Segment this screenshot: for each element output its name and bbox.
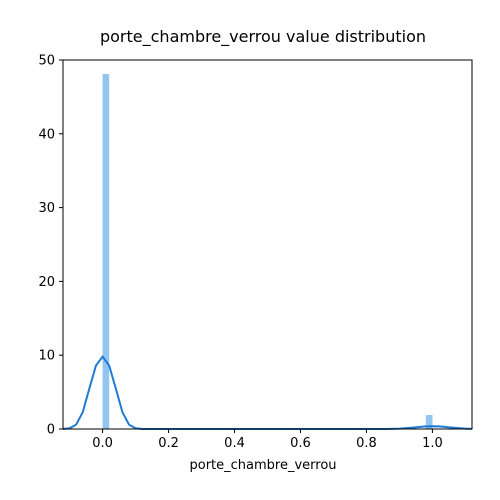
y-tick-label: 40 [38,127,55,142]
x-tick-label: 0.6 [290,436,311,451]
x-tick-label: 1.0 [422,436,443,451]
x-tick-label: 0.2 [158,436,179,451]
x-tick-label: 0.4 [224,436,245,451]
kde-line [63,357,472,429]
y-tick-label: 50 [38,54,55,69]
y-tick-label: 0 [47,423,55,438]
x-tick-label: 0.0 [92,436,113,451]
histogram-bars [103,74,433,429]
x-axis: 0.0 0.2 0.4 0.6 0.8 1.0 [92,429,443,451]
y-tick-label: 30 [38,201,55,216]
chart-title: porte_chambre_verrou value distribution [100,27,426,47]
y-axis: 0 10 20 30 40 50 [38,54,63,438]
x-axis-label: porte_chambre_verrou [189,458,336,473]
y-tick-label: 10 [38,349,55,364]
plot-frame [63,60,472,429]
histogram-bar-0 [103,74,110,429]
x-tick-label: 0.8 [356,436,377,451]
y-tick-label: 20 [38,275,55,290]
